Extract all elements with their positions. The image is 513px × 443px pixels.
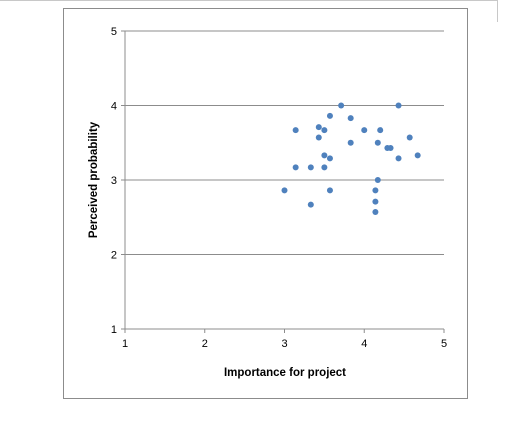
y-tick-label-5: 5 xyxy=(111,26,117,38)
chart-area xyxy=(63,8,468,399)
data-point-8 xyxy=(321,127,328,134)
data-point-1 xyxy=(281,187,288,194)
data-point-4 xyxy=(307,164,314,171)
data-point-10 xyxy=(321,164,328,171)
page-right-rule xyxy=(497,0,498,22)
y-tick-label-1: 1 xyxy=(111,324,117,336)
data-point-28 xyxy=(406,134,413,141)
y-axis-title: Perceived probability xyxy=(88,121,100,238)
data-point-11 xyxy=(326,112,333,119)
y-tick-label-2: 2 xyxy=(111,250,117,262)
data-point-5 xyxy=(307,201,314,208)
page-top-rule xyxy=(0,0,497,1)
data-point-18 xyxy=(372,187,379,194)
data-point-21 xyxy=(374,139,381,146)
axes xyxy=(121,30,445,333)
data-point-17 xyxy=(361,127,368,134)
data-point-14 xyxy=(338,102,345,109)
x-tick-label-1: 1 xyxy=(122,338,128,350)
data-point-9 xyxy=(321,152,328,159)
data-point-22 xyxy=(374,177,381,183)
x-tick-label-4: 4 xyxy=(361,338,367,350)
data-point-23 xyxy=(377,127,384,134)
data-point-29 xyxy=(414,152,421,159)
data-point-27 xyxy=(395,155,402,162)
data-point-20 xyxy=(372,209,379,216)
y-tick-label-4: 4 xyxy=(111,101,117,113)
x-tick-labels: 1 2 3 4 5 xyxy=(122,338,447,350)
data-point-16 xyxy=(347,139,354,146)
data-point-25 xyxy=(387,144,394,151)
data-point-2 xyxy=(292,127,299,134)
data-point-12 xyxy=(326,155,333,162)
x-tick-label-5: 5 xyxy=(441,338,447,350)
data-point-13 xyxy=(326,187,333,194)
data-point-26 xyxy=(395,102,402,109)
x-tick-label-3: 3 xyxy=(281,338,287,350)
y-tick-label-3: 3 xyxy=(111,175,117,187)
data-point-3 xyxy=(292,164,299,171)
x-axis-title: Importance for project xyxy=(224,367,346,379)
gridlines xyxy=(125,30,444,255)
data-point-7 xyxy=(315,134,322,141)
data-points xyxy=(281,102,421,216)
data-point-6 xyxy=(315,124,322,131)
data-point-19 xyxy=(372,198,379,205)
data-point-15 xyxy=(347,115,354,122)
x-tick-label-2: 2 xyxy=(202,338,208,350)
y-tick-labels: 1 2 3 4 5 xyxy=(111,26,117,336)
